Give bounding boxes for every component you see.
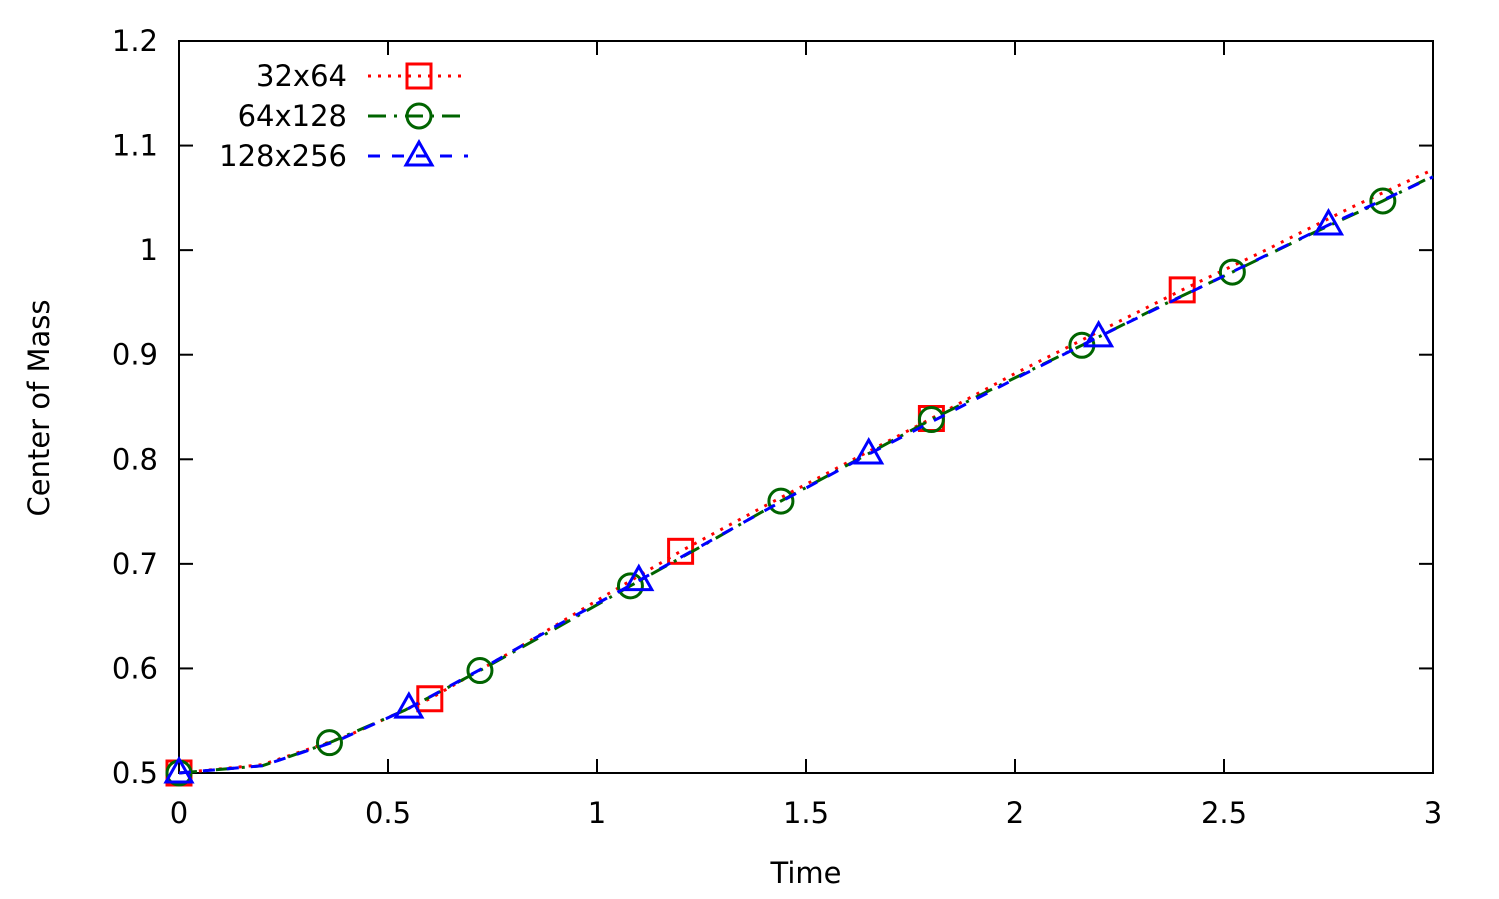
legend-marker-circle bbox=[405, 102, 433, 130]
data-point-circle bbox=[1369, 187, 1397, 215]
x-tick-label: 3 bbox=[1424, 796, 1442, 830]
y-tick-label: 0.7 bbox=[112, 547, 158, 581]
y-tick-label: 0.5 bbox=[112, 756, 158, 790]
legend-label: 64x128 bbox=[238, 99, 347, 133]
data-point-triangle bbox=[1083, 319, 1115, 348]
data-point-triangle bbox=[393, 691, 425, 719]
legend-marker-square bbox=[405, 62, 433, 90]
x-tick-label: 0 bbox=[170, 796, 188, 830]
series-32x64 bbox=[165, 168, 1434, 787]
y-tick-label: 0.8 bbox=[112, 442, 158, 476]
y-axis-label: Center of Mass bbox=[22, 299, 56, 516]
y-tick-label: 0.6 bbox=[112, 651, 158, 685]
data-point-triangle bbox=[1312, 207, 1345, 236]
data-point-circle bbox=[1218, 258, 1246, 286]
data-point-square bbox=[416, 685, 444, 713]
x-tick-label: 2.5 bbox=[1201, 796, 1247, 830]
data-point-circle bbox=[767, 487, 795, 515]
y-tick-label: 1 bbox=[140, 233, 158, 267]
legend: 32x64 64x128 128x256 bbox=[219, 59, 468, 173]
data-point-circle bbox=[466, 657, 494, 685]
series-128x256 bbox=[163, 175, 1434, 784]
series-line bbox=[178, 175, 1434, 775]
y-tick-label: 1.1 bbox=[112, 129, 158, 163]
legend-marker-triangle bbox=[403, 138, 435, 167]
x-tick-label: 1.5 bbox=[783, 796, 829, 830]
data-point-triangle bbox=[163, 755, 195, 784]
x-axis-label: Time bbox=[770, 856, 842, 890]
data-point-circle bbox=[917, 406, 945, 434]
legend-label: 32x64 bbox=[256, 59, 347, 93]
data-point-triangle bbox=[853, 437, 885, 465]
data-point-circle bbox=[315, 729, 343, 757]
data-point-triangle bbox=[623, 563, 655, 592]
axes: 0 0.5 1 1.5 2 2.5 3 0.5 0.6 0.7 0.8 0.9 1 1.1 1.2 bbox=[112, 24, 1442, 830]
x-tick-label: 1 bbox=[588, 796, 606, 830]
x-tick-label: 0.5 bbox=[365, 796, 411, 830]
y-tick-label: 1.2 bbox=[112, 24, 158, 58]
plot-series bbox=[163, 168, 1434, 787]
legend-label: 128x256 bbox=[219, 139, 347, 173]
data-point-circle bbox=[616, 572, 644, 600]
series-line bbox=[178, 168, 1434, 775]
y-tick-label: 0.9 bbox=[112, 338, 158, 372]
x-tick-label: 2 bbox=[1006, 796, 1024, 830]
plot-frame bbox=[178, 40, 1434, 774]
